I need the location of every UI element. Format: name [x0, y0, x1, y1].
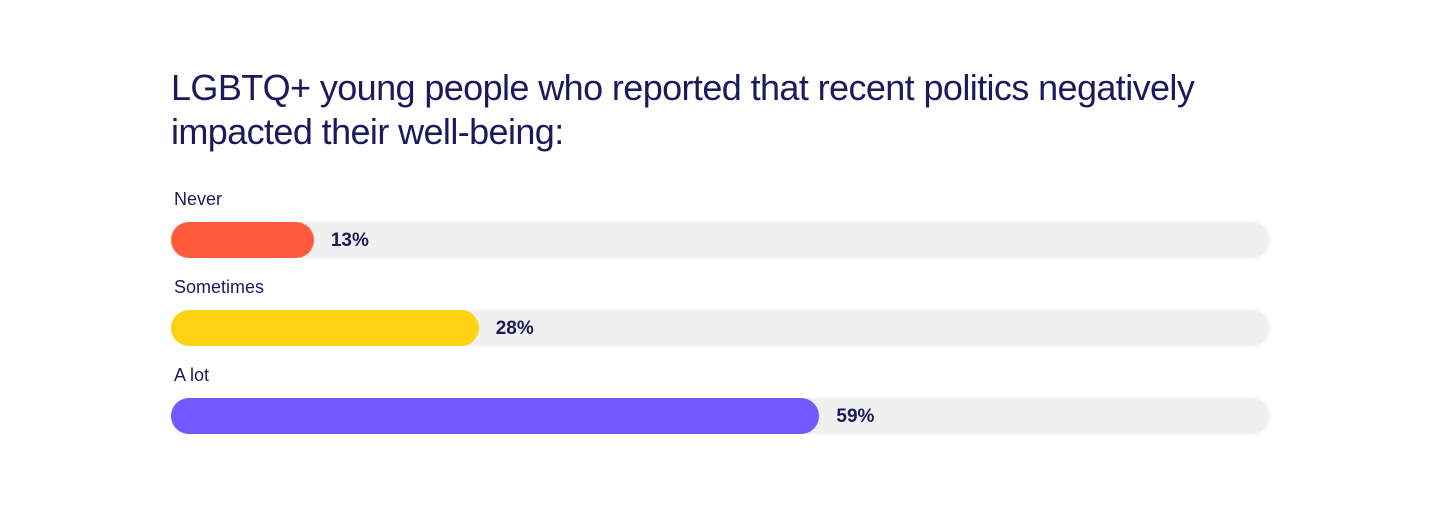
chart-title: LGBTQ+ young people who reported that re…	[171, 67, 1195, 152]
bar-track: 28%	[171, 310, 1270, 346]
bar	[171, 310, 479, 346]
value-label: 59%	[836, 406, 875, 427]
bar-row: A lot 59%	[171, 364, 1270, 434]
value-label: 13%	[330, 230, 369, 251]
bar	[171, 398, 820, 434]
bar	[171, 222, 314, 258]
category-label: Never	[174, 189, 223, 209]
bar-chart: LGBTQ+ young people who reported that re…	[171, 0, 1270, 518]
category-label: A lot	[174, 365, 210, 385]
bar-row: Sometimes 28%	[171, 276, 1270, 346]
category-label: Sometimes	[174, 277, 265, 297]
bar-track: 59%	[171, 398, 1270, 434]
bar-row: Never 13%	[171, 188, 1270, 258]
bar-track: 13%	[171, 222, 1270, 258]
value-label: 28%	[495, 318, 534, 339]
